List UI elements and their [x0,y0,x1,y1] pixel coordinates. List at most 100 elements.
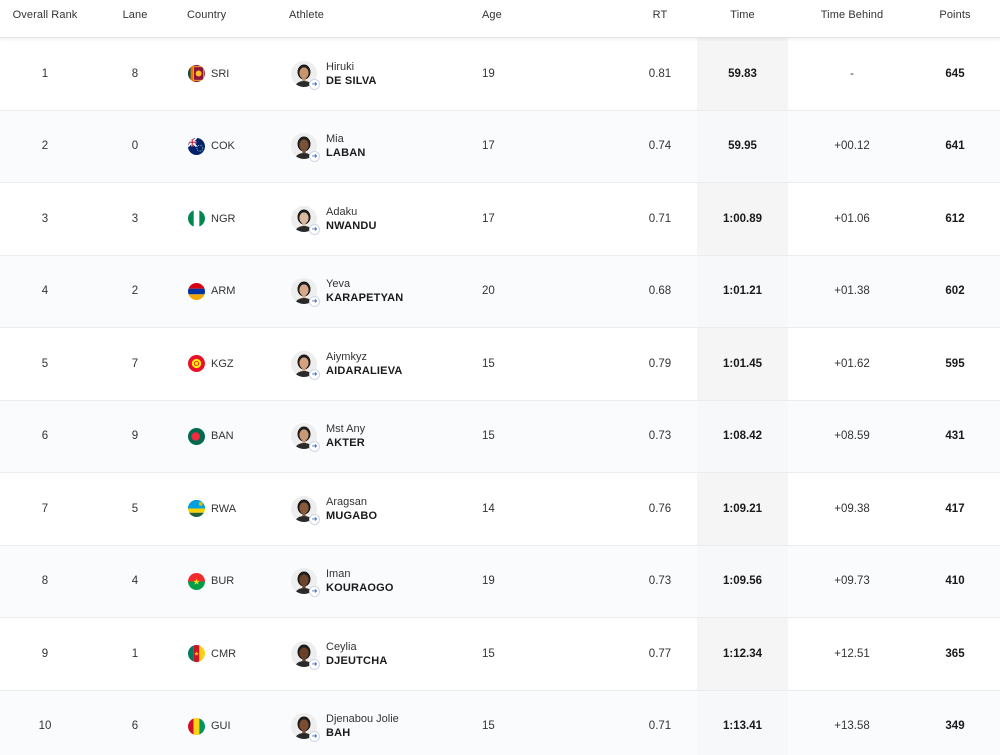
athlete-avatar[interactable]: ➜ [291,133,320,163]
time-cell: 1:08.42 [722,430,762,443]
athlete-name[interactable]: Yeva KARAPETYAN [326,277,403,305]
table-row-3[interactable]: 3 3 NGR ➜ Adaku NWANDU 17 0.71 1:00.89 +… [0,183,1000,256]
athlete-first-name: Mst Any [326,423,366,436]
athlete-name[interactable]: Djenabou Jolie BAH [326,712,399,740]
profile-link-icon[interactable]: ➜ [309,223,320,235]
athlete-name[interactable]: Mia LABAN [326,132,366,160]
profile-link-icon[interactable]: ➜ [309,441,320,453]
athlete-first-name: Yeva [326,278,351,291]
athlete-avatar[interactable]: ➜ [291,495,320,525]
athlete-avatar[interactable]: ➜ [291,205,320,235]
points-cell: 365 [945,647,965,660]
age-cell: 15 [482,357,495,370]
header-lane[interactable]: Lane [122,9,148,21]
header-overall-rank[interactable]: Overall Rank [12,9,78,21]
athlete-cell[interactable]: ➜ Djenabou Jolie BAH [291,691,471,755]
athlete-name[interactable]: Mst Any AKTER [326,422,365,450]
athlete-last-name: KARAPETYAN [326,292,404,305]
athlete-cell[interactable]: ➜ Yeva KARAPETYAN [291,256,471,328]
rank-cell: 3 [41,212,49,225]
lane-cell: 6 [131,720,139,733]
country-cell: NGR [188,183,288,255]
lane-cell: 0 [131,140,139,153]
header-age[interactable]: Age [482,9,502,21]
athlete-last-name: KOURAOGO [326,582,394,595]
profile-link-icon[interactable]: ➜ [309,658,320,670]
country-code: RWA [211,502,237,515]
table-row-6[interactable]: 6 9 BAN ➜ Mst Any AKTER 15 0.73 1:08.42 … [0,400,1000,473]
time-cell: 1:13.41 [722,720,762,733]
lane-cell: 4 [131,575,139,588]
athlete-name[interactable]: Ceylia DJEUTCHA [326,640,388,668]
athlete-name[interactable]: Adaku NWANDU [326,205,377,233]
athlete-cell[interactable]: ➜ Ceylia DJEUTCHA [291,618,471,690]
table-row-4[interactable]: 4 2 ARM ➜ Yeva KARAPETYAN 20 0.68 1:01.2… [0,255,1000,328]
profile-link-icon[interactable]: ➜ [309,151,320,163]
points-cell: 431 [945,430,965,443]
table-row-7[interactable]: 7 5 RWA ➜ Aragsan MUGABO 14 0.76 1:09.21… [0,473,1000,546]
athlete-name[interactable]: Aiymkyz AIDARALIEVA [326,350,403,378]
profile-link-icon[interactable]: ➜ [309,513,320,525]
table-row-2[interactable]: 2 0 COK ➜ Mia LABAN 17 0.74 59.95 +00.12… [0,110,1000,183]
athlete-last-name: MUGABO [326,509,378,522]
athlete-cell[interactable]: ➜ Aragsan MUGABO [291,473,471,545]
table-row-9[interactable]: 9 1 CMR ➜ Ceylia DJEUTCHA 15 0.77 1:12.3… [0,618,1000,691]
athlete-cell[interactable]: ➜ Aiymkyz AIDARALIEVA [291,328,471,400]
profile-link-icon[interactable]: ➜ [309,586,320,598]
header-time-behind[interactable]: Time Behind [820,9,884,21]
athlete-first-name: Hiruki [326,60,355,73]
table-header: Overall Rank Lane Country Athlete Age RT… [0,0,1000,38]
table-row-8[interactable]: 8 4 BUR ➜ Iman KOURAOGO 19 0.73 1:09.56 … [0,545,1000,618]
header-points[interactable]: Points [939,9,971,21]
profile-link-icon[interactable]: ➜ [309,731,320,743]
athlete-last-name: AKTER [326,437,365,450]
athlete-avatar[interactable]: ➜ [291,713,320,743]
table-row-5[interactable]: 5 7 KGZ ➜ Aiymkyz AIDARALIEVA 15 0.79 1:… [0,328,1000,401]
flag-cmr-icon [188,645,205,663]
athlete-cell[interactable]: ➜ Mst Any AKTER [291,401,471,473]
athlete-name[interactable]: Hiruki DE SILVA [326,60,377,88]
profile-link-icon[interactable]: ➜ [309,78,320,90]
profile-link-icon[interactable]: ➜ [309,296,320,308]
country-cell: KGZ [188,328,288,400]
country-cell: ARM [188,256,288,328]
country-code: ARM [211,285,236,298]
athlete-name[interactable]: Iman KOURAOGO [326,567,394,595]
athlete-cell[interactable]: ➜ Iman KOURAOGO [291,546,471,618]
table-row-1[interactable]: 1 8 SRI ➜ Hiruki DE SILVA 19 0.81 59.83 … [0,38,1000,111]
flag-gui-icon [188,717,205,735]
athlete-cell[interactable]: ➜ Mia LABAN [291,111,471,183]
rank-cell: 4 [41,285,49,298]
age-cell: 20 [482,285,495,298]
header-rt[interactable]: RT [652,9,668,21]
table-row-10[interactable]: 10 6 GUI ➜ Djenabou Jolie BAH 15 0.71 1:… [0,690,1000,755]
athlete-cell[interactable]: ➜ Adaku NWANDU [291,183,471,255]
athlete-avatar[interactable]: ➜ [291,60,320,90]
country-cell: GUI [188,691,288,755]
points-cell: 645 [945,67,965,80]
rt-cell: 0.74 [648,140,672,153]
athlete-last-name: DJEUTCHA [326,654,388,667]
time-cell: 59.83 [728,67,757,80]
athlete-avatar[interactable]: ➜ [291,423,320,453]
table-body: 1 8 SRI ➜ Hiruki DE SILVA 19 0.81 59.83 … [0,38,1000,755]
time-cell: 1:01.45 [722,357,762,370]
rt-cell: 0.71 [648,720,672,733]
profile-link-icon[interactable]: ➜ [309,368,320,380]
athlete-avatar[interactable]: ➜ [291,350,320,380]
athlete-name[interactable]: Aragsan MUGABO [326,495,377,523]
header-time[interactable]: Time [730,9,755,21]
points-cell: 410 [945,575,965,588]
athlete-avatar[interactable]: ➜ [291,640,320,670]
lane-cell: 5 [131,502,139,515]
rt-cell: 0.79 [648,357,672,370]
athlete-last-name: BAH [326,727,351,740]
athlete-cell[interactable]: ➜ Hiruki DE SILVA [291,38,471,110]
athlete-avatar[interactable]: ➜ [291,278,320,308]
header-country[interactable]: Country [187,9,227,21]
header-athlete[interactable]: Athlete [289,9,324,21]
athlete-avatar[interactable]: ➜ [291,568,320,598]
rt-cell: 0.77 [648,647,672,660]
rank-cell: 9 [41,647,49,660]
rt-cell: 0.81 [648,67,672,80]
